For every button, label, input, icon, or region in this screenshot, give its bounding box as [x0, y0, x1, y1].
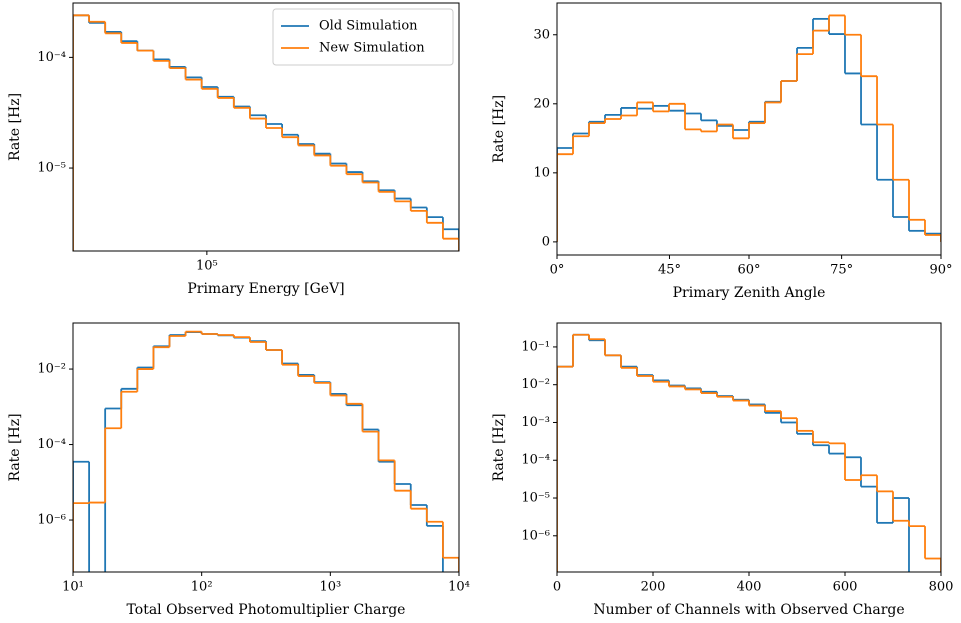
plot-area: [73, 330, 459, 572]
x-tick-label: 75°: [830, 263, 853, 278]
x-tick-label: 0°: [550, 263, 565, 278]
x-tick-label: 10²: [191, 580, 213, 595]
legend-label: New Simulation: [319, 41, 425, 56]
x-tick-label: 600: [833, 580, 858, 595]
y-tick-label: 10⁻⁴: [37, 437, 66, 452]
y-axis-label: Rate [Hz]: [7, 413, 23, 481]
axes-frame: [556, 322, 942, 573]
x-tick-label: 800: [929, 580, 954, 595]
x-tick-label: 60°: [737, 263, 760, 278]
y-tick-label: 10⁻⁶: [37, 513, 66, 528]
x-axis-label: Number of Channels with Observed Charge: [593, 602, 904, 618]
plot-area: [557, 333, 941, 572]
plot-area: [557, 14, 941, 242]
x-tick-label: 45°: [658, 263, 681, 278]
x-axis-label: Primary Zenith Angle: [673, 285, 826, 301]
axes-frame: [72, 322, 460, 573]
y-tick-label: 20: [533, 96, 550, 111]
y-tick-label: 10⁻⁴: [521, 453, 550, 468]
x-tick-label: 90°: [929, 263, 952, 278]
x-axis-label: Total Observed Photomultiplier Charge: [127, 602, 406, 618]
y-tick-label: 10⁻⁴: [37, 50, 66, 65]
x-tick-label: 10⁵: [196, 259, 218, 274]
y-tick-label: 10⁻⁵: [521, 491, 550, 506]
axes-frame: [72, 2, 460, 252]
y-tick-label: 10⁻²: [37, 362, 66, 377]
x-tick-label: 10¹: [62, 580, 84, 595]
y-tick-label: 10⁻⁶: [521, 528, 550, 543]
y-axis-label: Rate [Hz]: [491, 95, 507, 163]
y-tick-label: 30: [533, 27, 550, 42]
legend-label: Old Simulation: [319, 19, 418, 34]
x-tick-label: 400: [737, 580, 762, 595]
x-tick-label: 0: [553, 580, 561, 595]
y-axis-label: Rate [Hz]: [491, 413, 507, 481]
y-tick-label: 10⁻¹: [521, 339, 550, 354]
x-tick-label: 200: [641, 580, 666, 595]
plot-area: [73, 14, 459, 251]
legend-box: [272, 8, 454, 66]
y-axis-label: Rate [Hz]: [7, 93, 23, 161]
y-tick-label: 0: [542, 234, 550, 249]
y-tick-label: 10⁻⁵: [37, 161, 66, 176]
y-tick-label: 10⁻³: [521, 415, 550, 430]
x-axis-label: Primary Energy [GeV]: [187, 281, 344, 297]
y-tick-label: 10⁻²: [521, 377, 550, 392]
x-tick-label: 10⁴: [448, 580, 470, 595]
x-tick-label: 10³: [319, 580, 341, 595]
y-tick-label: 10: [533, 165, 550, 180]
